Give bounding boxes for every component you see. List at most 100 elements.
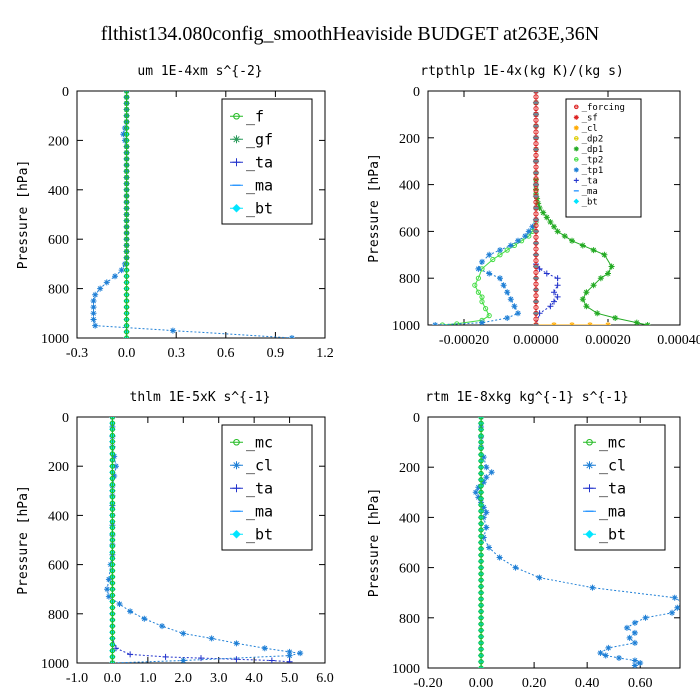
data-point <box>109 598 116 605</box>
data-point <box>124 150 130 156</box>
data-point <box>109 451 116 457</box>
data-point <box>297 650 304 657</box>
data-point <box>533 105 539 112</box>
data-point <box>105 576 112 583</box>
data-point <box>589 584 596 591</box>
data-point <box>497 275 503 282</box>
x-tick-label: 6.0 <box>316 671 334 686</box>
data-point <box>486 251 493 258</box>
figure-title: flthist134.080config_smoothHeaviside BUD… <box>101 23 599 45</box>
data-point <box>608 263 615 270</box>
chart-panels: um 1E-4xm s^{-2} Pressure [hPa] 0 200 400 600… <box>16 64 700 691</box>
series-f <box>124 91 130 338</box>
data-point <box>533 299 539 305</box>
x-tick-label: 0.00020 <box>585 333 631 348</box>
data-point <box>109 592 116 598</box>
data-point <box>478 502 484 508</box>
data-point <box>109 531 116 537</box>
data-point <box>554 275 561 282</box>
data-point <box>483 524 490 531</box>
legend-marker <box>232 484 241 493</box>
x-tick-label: 3.0 <box>210 671 228 686</box>
y-axis-label: Pressure [hPa] <box>16 160 31 270</box>
data-point <box>112 273 119 280</box>
legend-marker <box>232 203 241 213</box>
data-point <box>478 477 484 483</box>
data-point <box>669 609 676 616</box>
data-point <box>124 125 130 131</box>
data-point <box>112 463 119 470</box>
data-point <box>507 242 514 249</box>
data-point <box>109 488 116 494</box>
y-tick-label: 600 <box>48 559 69 574</box>
legend-marker <box>232 158 241 167</box>
data-point <box>512 564 519 571</box>
data-point <box>583 303 590 310</box>
data-point <box>533 182 539 188</box>
data-point <box>124 335 130 338</box>
y-tick-label: 1000 <box>392 662 420 677</box>
data-point <box>533 123 539 129</box>
data-point <box>124 162 130 168</box>
data-point <box>124 181 130 187</box>
data-point <box>533 91 539 94</box>
plot-frame <box>427 416 681 669</box>
data-point <box>478 420 484 426</box>
x-tick-label: 1.2 <box>316 346 334 361</box>
data-point <box>109 445 116 451</box>
data-point <box>605 270 611 277</box>
data-point <box>583 289 590 296</box>
legend-label: _ma <box>246 503 273 521</box>
data-point <box>124 156 130 162</box>
data-point <box>180 657 187 663</box>
data-point <box>478 546 484 552</box>
data-point <box>533 129 539 135</box>
y-tick-label: 200 <box>48 134 69 149</box>
y-tick-label: 200 <box>399 461 420 476</box>
data-point <box>631 662 638 668</box>
data-point <box>533 287 539 293</box>
data-point <box>90 304 97 311</box>
x-tick-label: 0.9 <box>267 346 285 361</box>
data-point <box>533 164 539 170</box>
data-point <box>124 113 130 119</box>
y-tick-label: 1000 <box>392 319 420 334</box>
data-point <box>109 417 116 420</box>
y-axis-label: Pressure [hPa] <box>16 485 31 595</box>
x-tick-label: 0.00040 <box>657 333 700 348</box>
data-point <box>590 282 597 289</box>
data-point <box>644 322 651 325</box>
legend-box <box>565 98 642 218</box>
x-tick-label: 0.0 <box>104 671 122 686</box>
data-point <box>124 310 130 316</box>
legend-label: _f <box>246 108 264 126</box>
data-point <box>475 289 481 295</box>
legend-label: _bt <box>246 526 273 544</box>
x-tick-label: 0.3 <box>167 346 185 361</box>
data-point <box>533 170 539 176</box>
data-point <box>124 106 130 113</box>
data-point <box>605 322 611 325</box>
data-point <box>286 648 293 655</box>
data-point <box>478 521 484 527</box>
data-point <box>124 261 130 267</box>
data-point <box>533 152 539 158</box>
y-tick-label: 0 <box>62 85 69 100</box>
data-point <box>478 646 484 652</box>
data-point <box>124 137 130 143</box>
data-point <box>478 495 484 502</box>
data-point <box>483 509 490 516</box>
legend-label: _ma <box>582 187 598 197</box>
data-point <box>479 319 485 325</box>
legend-marker <box>573 177 579 183</box>
data-point <box>124 168 130 174</box>
data-point <box>118 267 125 274</box>
data-point <box>504 314 511 321</box>
data-point <box>478 452 484 458</box>
data-point <box>551 298 557 305</box>
legend-label: _cl <box>582 124 598 134</box>
data-point <box>124 298 130 304</box>
data-point <box>515 237 521 244</box>
data-point <box>529 223 536 230</box>
data-point <box>97 285 104 292</box>
